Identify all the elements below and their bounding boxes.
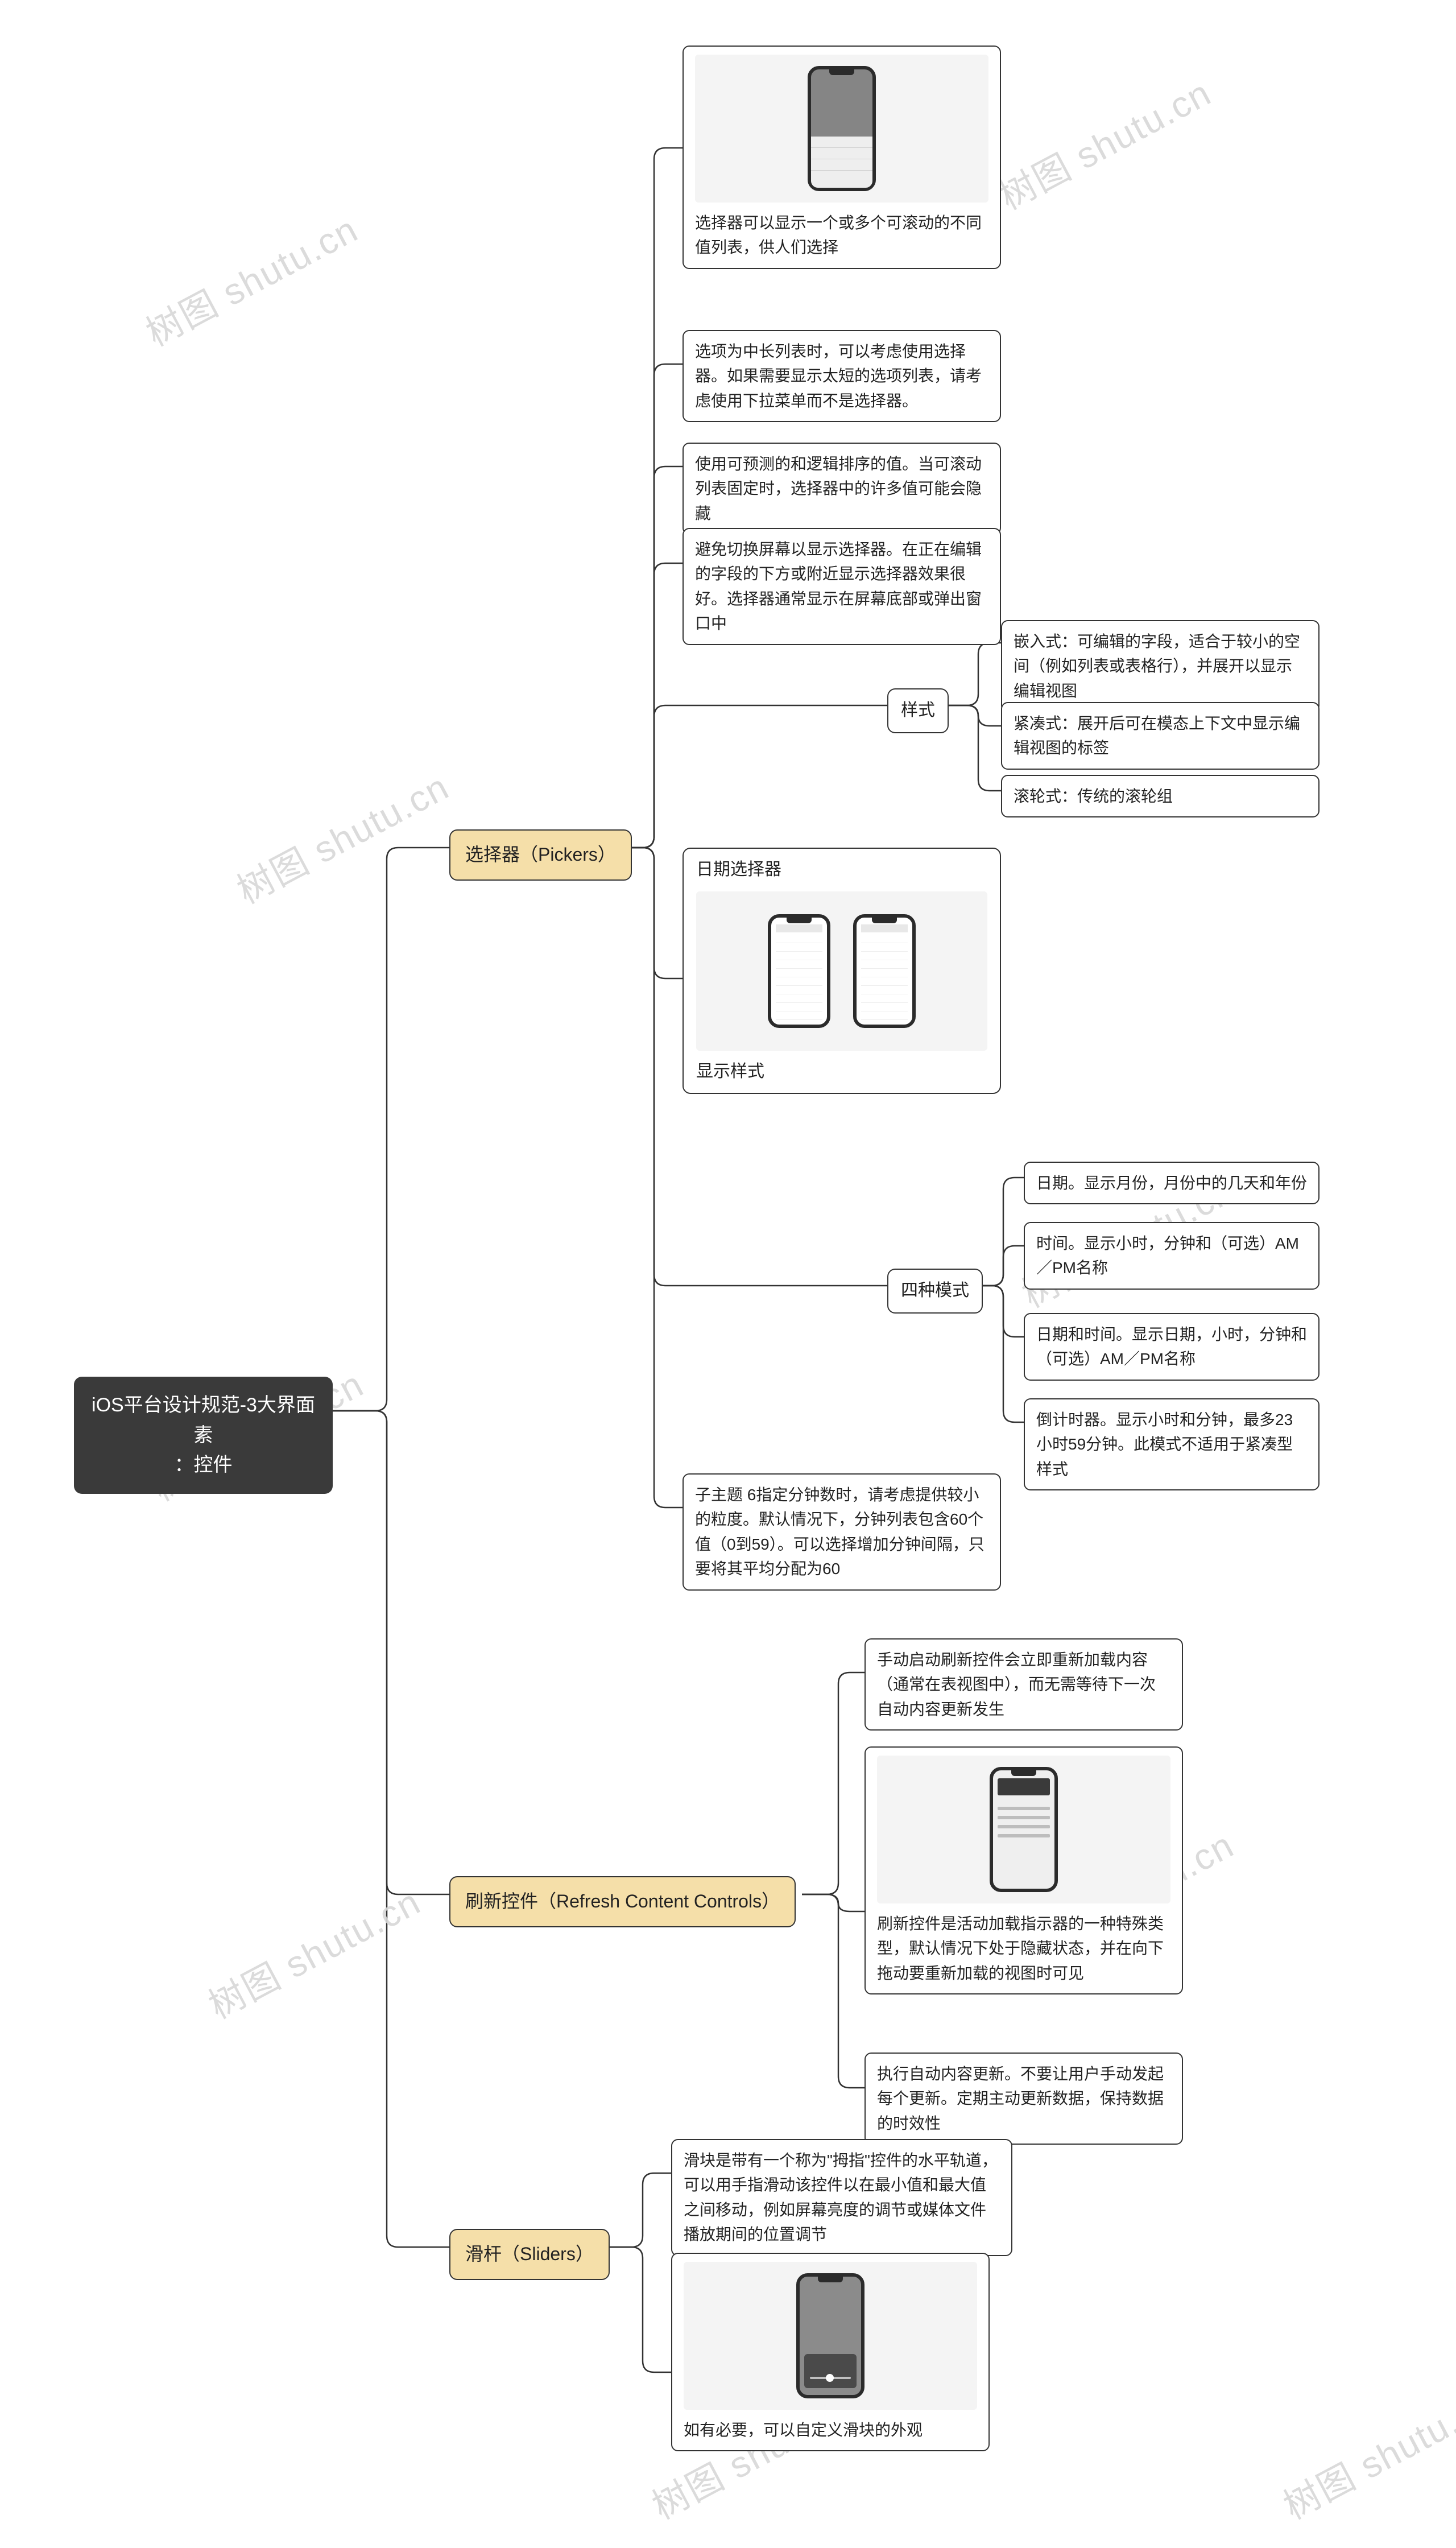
pickers-card-4: 避免切换屏幕以显示选择器。在正在编辑的字段的下方或附近显示选择器效果很好。选择器… bbox=[682, 528, 1001, 645]
pickers-card-3-text: 使用可预测的和逻辑排序的值。当可滚动列表固定时，选择器中的许多值可能会隐藏 bbox=[695, 455, 982, 522]
branch-pickers: 选择器（Pickers） bbox=[449, 829, 632, 881]
phone-illustration-slider bbox=[684, 2262, 977, 2410]
pickers-card-last: 子主题 6指定分钟数时，请考虑提供较小的粒度。默认情况下，分钟列表包含60个值（… bbox=[682, 1473, 1001, 1591]
pickers-mode-b-text: 时间。显示小时，分钟和（可选）AM／PM名称 bbox=[1036, 1234, 1299, 1277]
root-line1: iOS平台设计规范-3大界面素 bbox=[89, 1390, 318, 1450]
phone-illustration-date bbox=[696, 891, 987, 1051]
pickers-style-c-text: 滚轮式：传统的滚轮组 bbox=[1014, 787, 1173, 805]
pickers-styles-sub: 样式 bbox=[887, 688, 949, 733]
branch-refresh-label: 刷新控件（Refresh Content Controls） bbox=[465, 1891, 780, 1911]
sliders-card-1-text: 滑块是带有一个称为"拇指"控件的水平轨道，可以用手指滑动该控件以在最小值和最大值… bbox=[684, 2151, 998, 2243]
pickers-card-last-text: 子主题 6指定分钟数时，请考虑提供较小的粒度。默认情况下，分钟列表包含60个值（… bbox=[695, 1486, 985, 1577]
pickers-style-a: 嵌入式：可编辑的字段，适合于较小的空间（例如列表或表格行），并展开以显示编辑视图 bbox=[1001, 620, 1320, 712]
refresh-card-2-text: 刷新控件是活动加载指示器的一种特殊类型，默认情况下处于隐藏状态，并在向下拖动要重… bbox=[877, 1911, 1170, 1985]
watermark: 树图 shutu.cn bbox=[1273, 2374, 1456, 2530]
phone-illustration-refresh bbox=[877, 1756, 1170, 1903]
branch-pickers-label: 选择器（Pickers） bbox=[465, 844, 616, 865]
pickers-date-sub: 日期选择器 显示样式 bbox=[682, 848, 1001, 1094]
refresh-card-2: 刷新控件是活动加载指示器的一种特殊类型，默认情况下处于隐藏状态，并在向下拖动要重… bbox=[864, 1746, 1183, 1994]
refresh-card-1: 手动启动刷新控件会立即重新加载内容（通常在表视图中），而无需等待下一次自动内容更… bbox=[864, 1638, 1183, 1731]
pickers-style-b-text: 紧凑式：展开后可在模态上下文中显示编辑视图的标签 bbox=[1014, 715, 1300, 757]
pickers-mode-c-text: 日期和时间。显示日期，小时，分钟和（可选）AM／PM名称 bbox=[1036, 1325, 1307, 1368]
pickers-mode-a-text: 日期。显示月份，月份中的几天和年份 bbox=[1036, 1174, 1307, 1192]
pickers-mode-a: 日期。显示月份，月份中的几天和年份 bbox=[1024, 1162, 1320, 1204]
watermark: 树图 shutu.cn bbox=[135, 201, 366, 357]
pickers-card-3: 使用可预测的和逻辑排序的值。当可滚动列表固定时，选择器中的许多值可能会隐藏 bbox=[682, 443, 1001, 535]
watermark: 树图 shutu.cn bbox=[198, 1873, 428, 2029]
watermark: 树图 shutu.cn bbox=[226, 758, 457, 914]
refresh-card-1-text: 手动启动刷新控件会立即重新加载内容（通常在表视图中），而无需等待下一次自动内容更… bbox=[877, 1651, 1156, 1718]
branch-sliders: 滑杆（Sliders） bbox=[449, 2229, 610, 2280]
pickers-date-label: 日期选择器 bbox=[696, 857, 987, 883]
watermark: 树图 shutu.cn bbox=[988, 64, 1219, 220]
pickers-card-4-text: 避免切换屏幕以显示选择器。在正在编辑的字段的下方或附近显示选择器效果很好。选择器… bbox=[695, 540, 982, 632]
pickers-card-1: 选择器可以显示一个或多个可滚动的不同值列表，供人们选择 bbox=[682, 46, 1001, 269]
pickers-card-2: 选项为中长列表时，可以考虑使用选择器。如果需要显示太短的选项列表，请考虑使用下拉… bbox=[682, 330, 1001, 422]
branch-sliders-label: 滑杆（Sliders） bbox=[465, 2244, 594, 2264]
pickers-mode-c: 日期和时间。显示日期，小时，分钟和（可选）AM／PM名称 bbox=[1024, 1313, 1320, 1381]
sliders-card-2-text: 如有必要，可以自定义滑块的外观 bbox=[684, 2418, 977, 2442]
pickers-mode-b: 时间。显示小时，分钟和（可选）AM／PM名称 bbox=[1024, 1222, 1320, 1290]
sliders-card-2: 如有必要，可以自定义滑块的外观 bbox=[671, 2253, 990, 2451]
sliders-card-1: 滑块是带有一个称为"拇指"控件的水平轨道，可以用手指滑动该控件以在最小值和最大值… bbox=[671, 2139, 1012, 2256]
pickers-mode-d: 倒计时器。显示小时和分钟，最多23小时59分钟。此模式不适用于紧凑型样式 bbox=[1024, 1398, 1320, 1490]
pickers-style-c: 滚轮式：传统的滚轮组 bbox=[1001, 775, 1320, 817]
pickers-card-1-text: 选择器可以显示一个或多个可滚动的不同值列表，供人们选择 bbox=[695, 210, 988, 260]
branch-refresh: 刷新控件（Refresh Content Controls） bbox=[449, 1876, 796, 1927]
pickers-card-2-text: 选项为中长列表时，可以考虑使用选择器。如果需要显示太短的选项列表，请考虑使用下拉… bbox=[695, 342, 982, 410]
pickers-modes-sub: 四种模式 bbox=[887, 1269, 983, 1314]
pickers-date-caption: 显示样式 bbox=[696, 1059, 987, 1085]
phone-illustration-picker bbox=[695, 55, 988, 203]
pickers-style-b: 紧凑式：展开后可在模态上下文中显示编辑视图的标签 bbox=[1001, 702, 1320, 770]
root-line2: ：控件 bbox=[89, 1450, 318, 1480]
pickers-mode-d-text: 倒计时器。显示小时和分钟，最多23小时59分钟。此模式不适用于紧凑型样式 bbox=[1036, 1411, 1293, 1478]
pickers-modes-label: 四种模式 bbox=[901, 1281, 969, 1300]
refresh-card-3: 执行自动内容更新。不要让用户手动发起每个更新。定期主动更新数据，保持数据的时效性 bbox=[864, 2053, 1183, 2145]
pickers-style-a-text: 嵌入式：可编辑的字段，适合于较小的空间（例如列表或表格行），并展开以显示编辑视图 bbox=[1014, 633, 1300, 700]
refresh-card-3-text: 执行自动内容更新。不要让用户手动发起每个更新。定期主动更新数据，保持数据的时效性 bbox=[877, 2065, 1164, 2132]
pickers-styles-label: 样式 bbox=[901, 701, 935, 720]
root-node: iOS平台设计规范-3大界面素 ：控件 bbox=[74, 1377, 333, 1494]
